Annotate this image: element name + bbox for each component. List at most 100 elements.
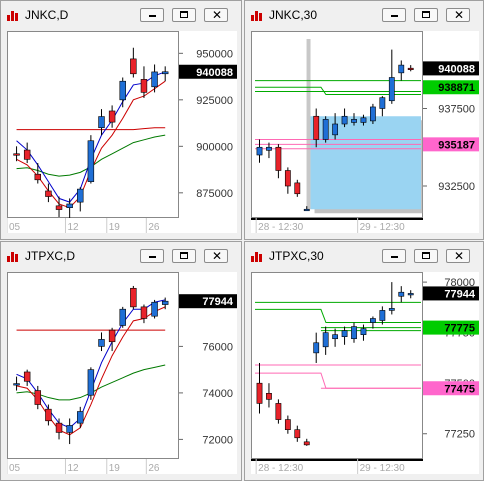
candle (87, 140, 95, 182)
level-price-label: 77775 (444, 323, 475, 335)
candle (303, 208, 310, 212)
level-price-label: 938871 (438, 82, 475, 94)
plot-frame (7, 272, 179, 459)
maximize-button[interactable] (414, 8, 438, 22)
candle (98, 116, 105, 129)
level-price-label: 935187 (438, 139, 475, 151)
price-axis[interactable]: 932500 937500 940088 938871 935187 (423, 31, 479, 233)
candle (130, 287, 137, 308)
level-line-1 (255, 86, 421, 96)
candle (398, 64, 405, 74)
candle (256, 382, 263, 404)
candle (313, 115, 320, 140)
current-price-tag (179, 294, 237, 309)
minimize-button[interactable] (140, 8, 164, 22)
candle (303, 441, 310, 446)
y-tick-label: 76000 (202, 341, 233, 353)
price-axis[interactable]: 77250775007775078000779447777577475 (423, 272, 479, 474)
current-price-tag (179, 64, 237, 79)
candle (388, 77, 395, 102)
maximize-icon (422, 252, 430, 259)
close-button[interactable]: ✕ (446, 249, 470, 263)
level-price-tag (423, 80, 479, 95)
candle (407, 293, 414, 296)
price-chart[interactable]: 05 12 19 26 (7, 272, 179, 474)
candle (98, 339, 105, 347)
chart-app-icon (251, 252, 262, 262)
maximize-button[interactable] (414, 249, 438, 263)
candle (360, 328, 367, 335)
candle (77, 188, 84, 203)
candle (87, 369, 95, 396)
candle (351, 119, 357, 123)
candle (266, 146, 272, 151)
close-button[interactable]: ✕ (446, 8, 470, 22)
candle (388, 308, 395, 311)
current-price-label: 940088 (196, 67, 233, 79)
window-titlebar[interactable]: JTPXC,D ✕ (1, 242, 241, 270)
chart-app-icon (7, 11, 18, 21)
y-tick-label: 77250 (444, 429, 475, 441)
candle (66, 203, 73, 208)
candle (161, 300, 169, 305)
close-icon: ✕ (454, 249, 465, 263)
candle (351, 326, 357, 340)
x-tick-label: 19 (109, 463, 121, 474)
maximize-icon (422, 11, 430, 18)
price-chart[interactable]: 28 - 12:30 29 - 12:30 (251, 31, 423, 233)
candle (45, 190, 52, 197)
close-button[interactable]: ✕ (204, 8, 228, 22)
chart-window-jnkc-daily: JNKC,D ✕ 05 12 19 26 875000 900000 925000 9500… (0, 0, 242, 240)
level-price-label: 77475 (444, 383, 475, 395)
highlight-box-shadow-left (306, 39, 311, 210)
window-titlebar[interactable]: JNKC,D ✕ (1, 1, 241, 29)
minimize-button[interactable] (382, 249, 406, 263)
close-icon: ✕ (212, 8, 223, 22)
candle (130, 58, 137, 75)
close-button[interactable]: ✕ (204, 249, 228, 263)
x-tick-label: 05 (9, 222, 21, 233)
candle (284, 170, 291, 187)
y-tick-label: 875000 (196, 188, 233, 200)
current-price-label: 77944 (444, 288, 475, 300)
minimize-button[interactable] (382, 8, 406, 22)
level-line-5 (255, 372, 421, 389)
candle (398, 291, 405, 297)
price-chart[interactable]: 28 - 12:30 29 - 12:30 (251, 272, 423, 474)
window-title: JTPXC,30 (269, 249, 324, 263)
x-axis-strip (7, 459, 179, 474)
current-price-label: 77944 (202, 296, 233, 308)
minimize-icon (391, 15, 398, 17)
candle (161, 71, 169, 75)
minimize-icon (149, 15, 156, 17)
maximize-button[interactable] (172, 249, 196, 263)
candle (34, 390, 42, 405)
level-price-tag (423, 381, 479, 396)
maximize-button[interactable] (172, 8, 196, 22)
moving-average-line-3 (16, 306, 166, 436)
candle (13, 153, 20, 156)
y-tick-label: 950000 (196, 48, 233, 60)
x-tick-label: 05 (9, 463, 21, 474)
candle (77, 411, 84, 424)
window-titlebar[interactable]: JNKC,30 ✕ (245, 1, 483, 29)
candle (294, 429, 301, 439)
y-tick-label: 900000 (196, 141, 233, 153)
x-tick-label: 12 (67, 463, 79, 474)
window-titlebar[interactable]: JTPXC,30 ✕ (245, 242, 483, 270)
maximize-icon (180, 252, 188, 259)
close-icon: ✕ (212, 249, 223, 263)
y-tick-label: 932500 (438, 181, 475, 193)
candle (55, 205, 63, 210)
candle (313, 342, 320, 354)
candle (55, 422, 63, 433)
price-axis[interactable]: 72000 74000 76000 77944 (179, 272, 237, 474)
candle (275, 403, 282, 420)
highlight-box (310, 116, 421, 210)
price-chart[interactable]: 05 12 19 26 (7, 31, 179, 233)
candle (45, 408, 52, 422)
candle (332, 123, 339, 136)
minimize-button[interactable] (140, 249, 164, 263)
price-axis[interactable]: 875000 900000 925000 950000 940088 (179, 31, 237, 233)
maximize-icon (180, 11, 188, 18)
